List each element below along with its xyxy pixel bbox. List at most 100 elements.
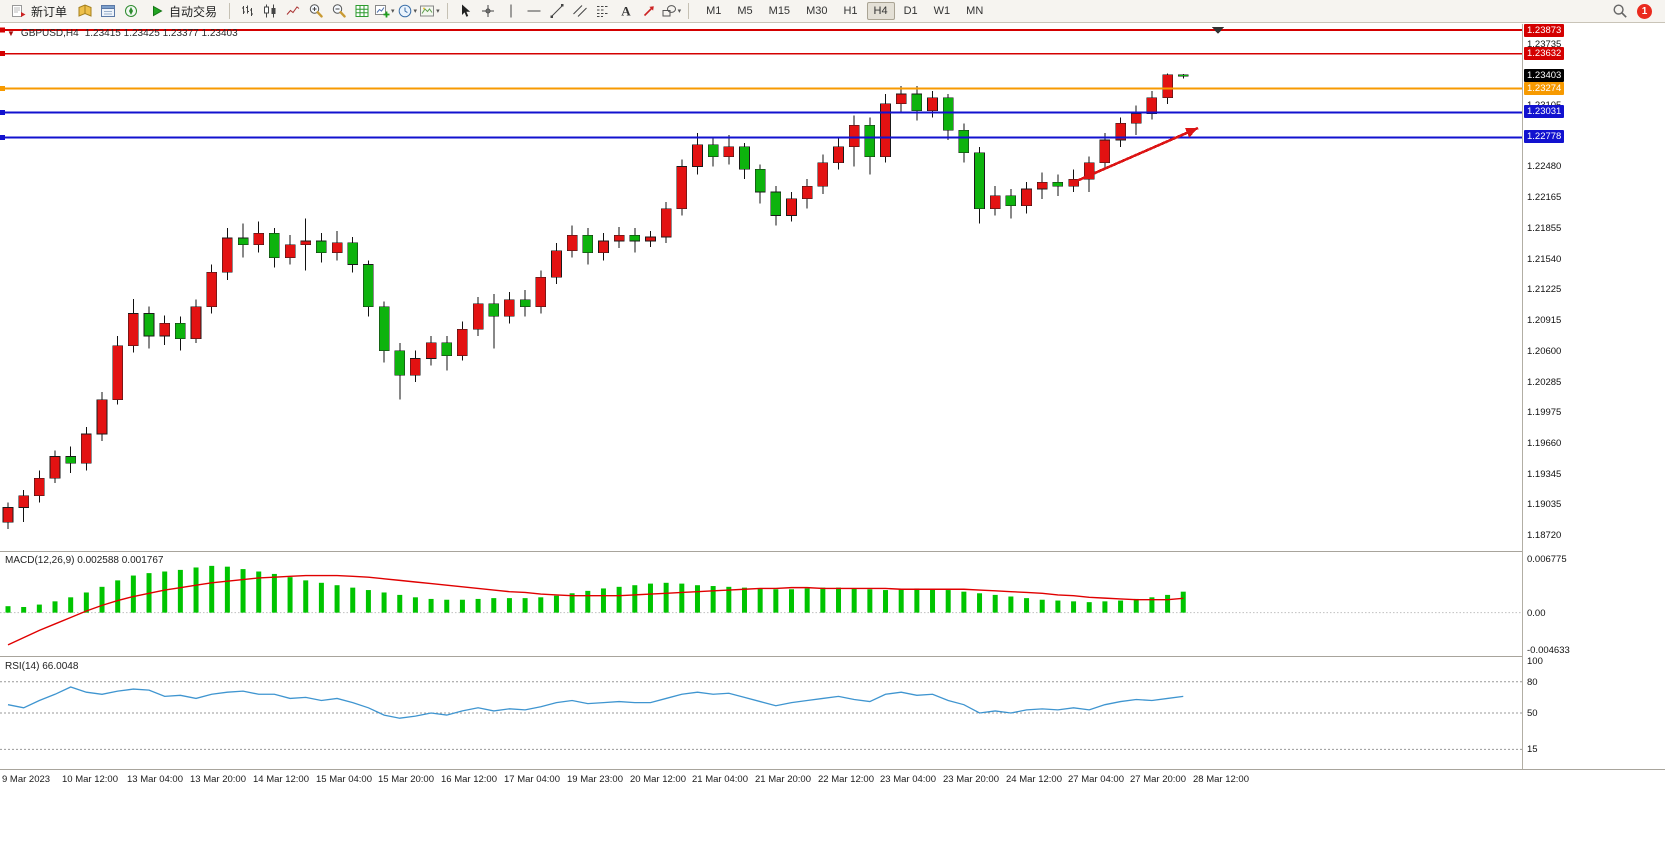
macd-histogram-bar [930,589,936,613]
period-button[interactable]: ▾ [397,3,417,19]
grid-button[interactable] [351,1,373,21]
macd-histogram-bar [553,595,559,613]
timeframe-button-h1[interactable]: H1 [843,5,858,17]
new-order-label: 新订单 [31,4,68,19]
price-line-handle[interactable] [0,134,5,140]
arrow-draw-button[interactable] [638,1,660,21]
shapes-button[interactable]: ▾ [661,3,681,19]
macd-histogram-bar [961,591,967,613]
candle [723,135,735,165]
panel-divider[interactable] [0,551,1665,552]
zoom-out-button[interactable] [328,1,350,21]
timeframe-button-m15[interactable]: M15 [768,5,791,17]
price-line-handle[interactable] [0,86,5,92]
timeframe-button-m1[interactable]: M1 [706,5,722,17]
new-chart-button[interactable]: ▾ [374,3,395,19]
candlestick-chart-button[interactable] [259,1,281,21]
auto-trading-button[interactable]: 自动交易 [143,1,223,21]
macd-panel[interactable] [0,552,1522,656]
timeframe-button-mn[interactable]: MN [966,5,984,17]
navigator-button[interactable] [120,1,142,21]
price-axis[interactable]: 1.237351.231051.224801.221651.218551.215… [1522,24,1665,769]
candle [582,228,594,265]
candle [801,179,813,209]
macd-signal-line [7,574,1184,646]
template-button[interactable]: ▾ [419,3,440,19]
macd-histogram-bar [162,571,168,613]
macd-histogram-bar [506,598,512,613]
candle [190,299,202,343]
time-axis-label: 27 Mar 20:00 [1130,774,1186,785]
panel-divider[interactable] [0,769,1665,770]
candle [269,228,280,268]
timeframe-button-m30[interactable]: M30 [806,5,828,17]
search-icon[interactable] [1612,3,1628,19]
vertical-line-button[interactable] [500,1,522,21]
candle [1036,172,1048,199]
macd-histogram-bar [804,588,810,613]
time-axis[interactable]: 9 Mar 2023 10 Mar 12:00 13 Mar 04:00 13 Mar… [0,770,1665,794]
main-chart[interactable] [0,24,1522,551]
axis-tick-label: 1.19345 [1527,468,1562,480]
macd-histogram-bar [444,599,450,613]
price-line-handle[interactable] [0,109,5,115]
text-button[interactable]: A [615,1,637,21]
price-line-handle[interactable] [0,27,5,33]
trend-arrow[interactable] [1071,126,1199,185]
timeframe-button-h4[interactable]: H4 [866,2,895,20]
time-axis-label: 10 Mar 12:00 [62,774,118,785]
zoom-in-button[interactable] [305,1,327,21]
macd-histogram-bar [616,586,622,613]
macd-histogram-bar [381,592,387,613]
notification-badge[interactable]: 1 [1637,3,1652,19]
candle [49,450,61,483]
macd-histogram-bar [600,588,606,613]
data-window-button[interactable] [97,1,119,21]
symbol-marker-icon: ▼ [7,28,15,38]
axis-tick-label: 1.20915 [1527,314,1562,326]
candle [410,350,421,383]
time-axis-label: 22 Mar 12:00 [818,774,874,785]
channel-button[interactable] [569,1,591,21]
time-axis-label: 27 Mar 04:00 [1068,774,1124,785]
macd-histogram-bar [224,566,230,613]
macd-histogram-bar [1071,601,1077,613]
candle [676,159,688,216]
candle [629,228,641,253]
macd-histogram-bar [647,583,653,613]
market-watch-button[interactable] [74,1,96,21]
time-axis-label: 28 Mar 12:00 [1193,774,1249,785]
horizontal-line-button[interactable] [523,1,545,21]
candle [65,446,76,474]
fibonacci-button[interactable] [592,1,614,21]
trendline-button[interactable] [546,1,568,21]
timeframe-button-m5[interactable]: M5 [737,5,753,17]
rsi-panel[interactable] [0,657,1522,769]
cursor-button[interactable] [454,1,476,21]
timeframe-button-w1[interactable]: W1 [933,5,951,17]
macd-histogram-bar [522,598,528,613]
candle [551,242,562,285]
macd-histogram-bar [538,597,544,613]
candle [441,336,453,371]
macd-histogram-bar [836,587,842,613]
toolbar-separator [688,3,690,19]
price-line-handle[interactable] [0,51,5,57]
crosshair-button[interactable] [477,1,499,21]
market-watch-icon [78,4,92,17]
auto-trading-icon [153,5,163,17]
timeframe-button-d1[interactable]: D1 [903,5,918,17]
candle [598,233,609,261]
candle [1146,91,1158,120]
horizontal-line-icon [527,10,541,12]
macd-histogram-bar [21,606,27,613]
chart-shift-marker[interactable] [1212,27,1224,34]
candle [942,93,954,141]
new-order-button[interactable]: 新订单 [5,1,73,21]
macd-histogram-bar [741,587,747,613]
line-chart-button[interactable] [282,1,304,21]
macd-histogram-bar [271,573,277,613]
bar-chart-button[interactable] [236,1,258,21]
macd-histogram-bar [1102,601,1108,613]
panel-divider[interactable] [0,656,1665,657]
